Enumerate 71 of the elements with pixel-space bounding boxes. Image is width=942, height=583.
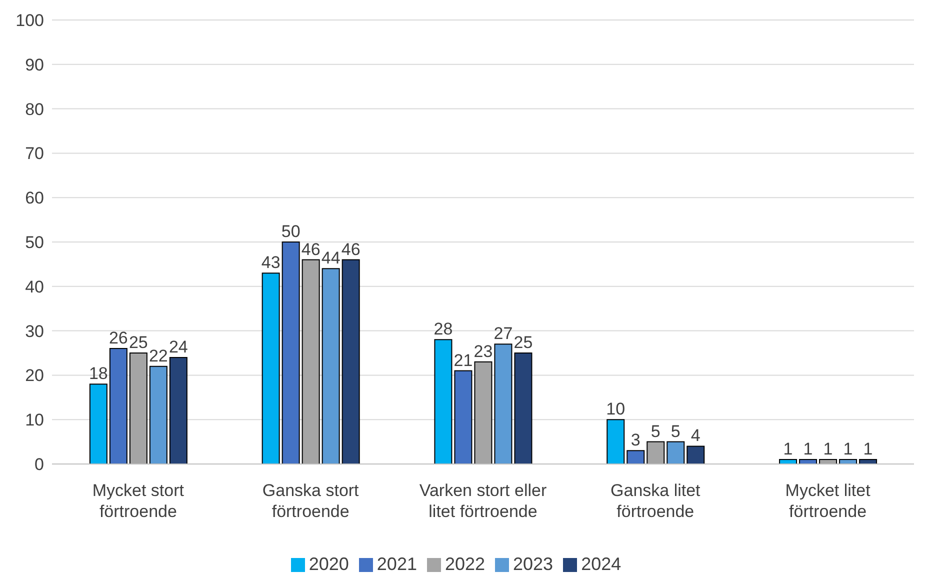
data-label: 3 xyxy=(630,430,640,450)
bar xyxy=(494,344,512,464)
bar xyxy=(322,268,340,464)
data-label: 1 xyxy=(783,440,793,459)
bar xyxy=(779,459,798,464)
bar xyxy=(514,352,532,464)
legend-label: 2024 xyxy=(581,554,622,574)
bar xyxy=(646,441,665,464)
y-tick-label: 100 xyxy=(16,11,44,30)
data-label: 26 xyxy=(108,328,128,348)
data-label: 1 xyxy=(863,440,873,459)
legend-label: 2023 xyxy=(513,554,554,574)
bar xyxy=(262,272,280,464)
bar xyxy=(819,459,838,464)
data-label: 4 xyxy=(690,426,700,446)
data-label: 18 xyxy=(88,364,108,384)
bar xyxy=(839,459,858,464)
x-tick-label: Mycket litet förtroende xyxy=(785,481,871,521)
data-label: 5 xyxy=(650,422,660,441)
y-tick-label: 10 xyxy=(25,410,44,430)
data-label: 46 xyxy=(301,240,320,259)
data-label: 1 xyxy=(803,440,813,459)
data-label: 43 xyxy=(261,253,280,272)
bar xyxy=(686,446,705,464)
bar xyxy=(342,259,360,464)
bar xyxy=(149,366,168,464)
legend-label: 2021 xyxy=(376,554,417,574)
bar xyxy=(474,361,492,464)
y-tick-label: 40 xyxy=(25,277,44,296)
data-label: 44 xyxy=(321,248,340,268)
y-tick-label: 90 xyxy=(25,55,44,74)
y-tick-label: 80 xyxy=(25,100,44,119)
y-tick-label: 60 xyxy=(25,188,44,208)
data-label: 27 xyxy=(494,324,513,344)
bar xyxy=(129,352,148,464)
data-label: 23 xyxy=(474,342,493,361)
data-label: 50 xyxy=(281,222,300,241)
bar xyxy=(799,459,818,464)
legend-label: 2020 xyxy=(308,554,349,574)
data-label: 1 xyxy=(843,440,853,459)
bar xyxy=(89,384,108,464)
x-tick-label: Varken stort eller litet förtroende xyxy=(419,481,547,521)
data-label: 21 xyxy=(454,350,473,370)
y-tick-label: 30 xyxy=(25,322,44,341)
data-label: 25 xyxy=(514,333,533,352)
y-tick-label: 0 xyxy=(34,455,44,474)
y-tick-label: 70 xyxy=(25,144,44,164)
bar xyxy=(169,356,188,464)
data-label: 28 xyxy=(434,320,453,339)
data-label: 22 xyxy=(148,346,168,366)
bar xyxy=(302,259,320,464)
bar xyxy=(666,441,685,464)
legend-label: 2022 xyxy=(444,554,486,574)
data-label: 24 xyxy=(168,337,188,356)
bar xyxy=(282,242,300,464)
bar xyxy=(454,370,472,464)
y-tick-label: 50 xyxy=(25,233,44,252)
data-label: 1 xyxy=(823,440,833,459)
data-label: 25 xyxy=(128,333,148,352)
data-label: 10 xyxy=(606,400,626,419)
x-tick-label: Mycket stort förtroende xyxy=(92,481,184,521)
bar xyxy=(109,348,128,464)
data-label: 5 xyxy=(670,422,680,441)
x-tick-label: Ganska litet förtroende xyxy=(610,481,701,521)
data-label: 46 xyxy=(341,240,360,259)
bar xyxy=(434,339,452,464)
x-tick-label: Ganska stort förtroende xyxy=(262,481,360,521)
bar xyxy=(606,419,625,464)
bar xyxy=(626,450,645,464)
bar xyxy=(859,459,878,464)
y-tick-label: 20 xyxy=(25,366,44,386)
